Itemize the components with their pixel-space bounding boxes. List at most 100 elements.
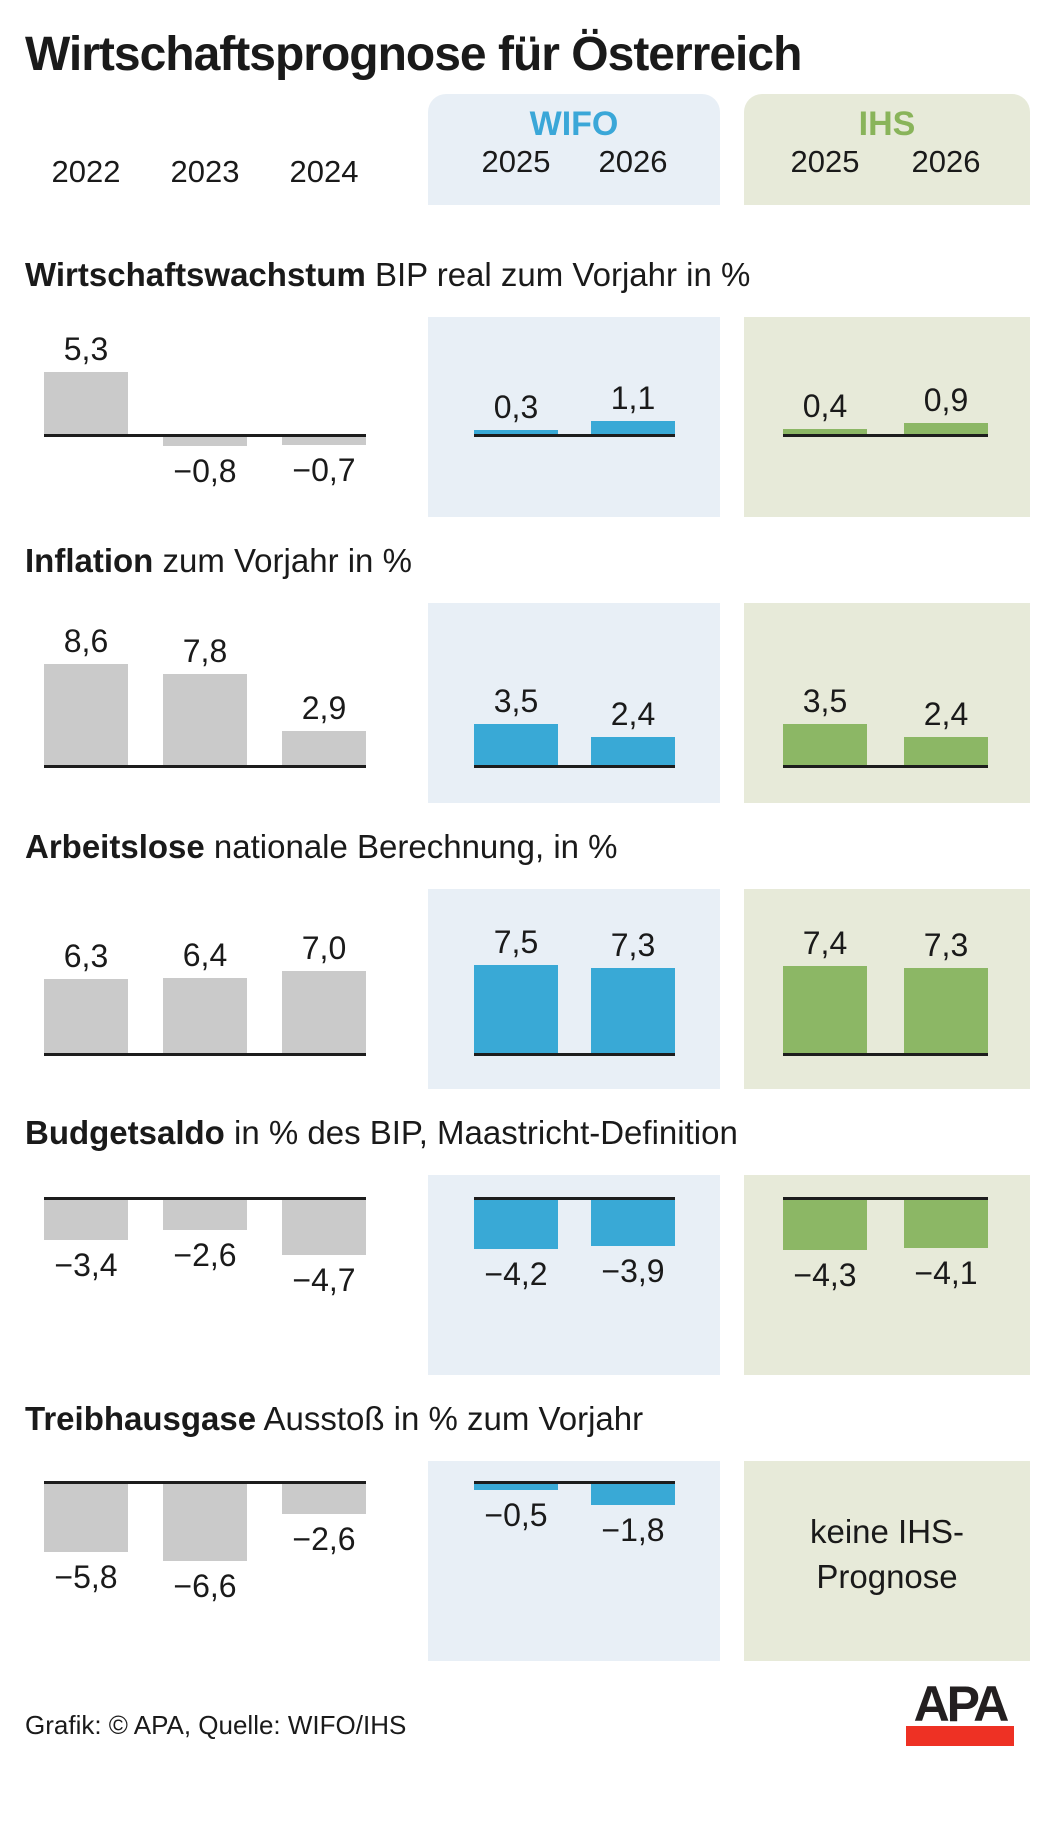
wifo-header-panel: WIFO 2025 2026 [428,94,720,205]
value-label: −0,5 [484,1497,548,1533]
ihs-bar [783,429,867,434]
bar-column-2025: 7,4 [783,889,867,1089]
wifo-chart-cell: 7,5 7,3 [428,889,720,1089]
history-bar [44,664,128,765]
chart-budgetsaldo: −3,4 −2,6 −4,7 −4,2 −3,9 [25,1175,1039,1375]
zero-baseline [44,765,366,768]
history-bar [44,1484,128,1552]
history-bar [282,731,366,765]
zero-baseline [474,1197,675,1200]
section-heading-arbeitslose: Arbeitslose nationale Berechnung, in % [25,829,1039,865]
bar-column-2023: −0,8 [163,317,247,517]
value-label: 0,9 [923,382,969,418]
page-title: Wirtschaftsprognose für Österreich [25,28,802,81]
value-label: 6,4 [182,937,228,973]
value-label: −4,1 [914,1255,978,1291]
history-bar [163,978,247,1053]
section-subtitle: in % des BIP, Maastricht-Definition [234,1114,738,1151]
zero-baseline [474,434,675,437]
value-label: −4,3 [793,1257,857,1293]
section-title: Treibhausgase [25,1400,257,1437]
ihs-label: IHS [858,105,916,143]
wifo-bar [474,430,558,434]
wifo-label: WIFO [529,105,619,143]
zero-baseline [783,1053,988,1056]
wifo-bar [474,724,558,765]
value-label: −2,6 [292,1521,356,1557]
value-label: 7,8 [182,633,228,669]
value-label: 5,3 [63,331,109,367]
value-label: −0,8 [173,453,237,489]
zero-baseline [474,765,675,768]
history-bar [163,1200,247,1230]
history-chart-cell: −3,4 −2,6 −4,7 [25,1175,370,1375]
ihs-chart-cell: 0,4 0,9 [744,317,1030,517]
section-title: Wirtschaftswachstum [25,256,366,293]
history-bar [163,674,247,765]
bar-column-2023: 6,4 [163,889,247,1089]
section-title: Budgetsaldo [25,1114,225,1151]
ihs-chart-cell: −4,3 −4,1 [744,1175,1030,1375]
value-label: −0,7 [292,452,356,488]
chart-treibhausgase: −5,8 −6,6 −2,6 −0,5 −1,8 [25,1461,1039,1661]
history-chart-cell: 8,6 7,8 2,9 [25,603,370,803]
ihs-bar [783,724,867,765]
bar-column-2026: 7,3 [904,889,988,1089]
year-label: 2023 [170,154,240,189]
chart-inflation: 8,6 7,8 2,9 3,5 2,4 [25,603,1039,803]
history-bar [282,1484,366,1514]
history-bar [44,372,128,434]
ihs-bar [904,737,988,765]
ihs-bar [783,966,867,1053]
ihs-years-row: 2025 2026 [744,144,1030,180]
year-label: 2026 [598,144,668,179]
bar-column-2025: −4,2 [474,1175,558,1375]
year-label: 2022 [51,154,121,189]
bar-column-2025: 0,3 [474,317,558,517]
wifo-bar [591,737,675,765]
ihs-chart-cell: 7,4 7,3 [744,889,1030,1089]
bar-column-2026: −4,1 [904,1175,988,1375]
history-bar [163,437,247,446]
history-chart-cell: 6,3 6,4 7,0 [25,889,370,1089]
apa-logo: APA [906,1679,1014,1746]
zero-baseline [44,1053,366,1056]
footer: Grafik: © APA, Quelle: WIFO/IHS APA [25,1679,1014,1746]
bar-column-2023: −6,6 [163,1461,247,1661]
ihs-bar [904,423,988,434]
history-bar [163,1484,247,1561]
value-label: 8,6 [63,623,109,659]
value-label: 3,5 [493,683,539,719]
year-label: 2024 [289,154,359,189]
ihs-chart-cell: 3,5 2,4 [744,603,1030,803]
year-label: 2025 [481,144,551,179]
value-label: −4,7 [292,1262,356,1298]
bar-column-2026: 1,1 [591,317,675,517]
bar-column-2025: 3,5 [783,603,867,803]
value-label: 3,5 [802,683,848,719]
ihs-no-forecast-cell: keine IHS- Prognose [744,1461,1030,1661]
wifo-bar [474,1200,558,1249]
bar-column-2024: −0,7 [282,317,366,517]
history-bar [282,1200,366,1255]
wifo-bar [474,1484,558,1490]
value-label: −6,6 [173,1568,237,1604]
zero-baseline [783,765,988,768]
value-label: 7,4 [802,925,848,961]
wifo-bar [474,965,558,1053]
wifo-chart-cell: −4,2 −3,9 [428,1175,720,1375]
bar-column-2026: 0,9 [904,317,988,517]
wifo-bar [591,1484,675,1505]
ihs-bar [783,1200,867,1250]
section-heading-wirtschaftswachstum: Wirtschaftswachstum BIP real zum Vorjahr… [25,257,1039,293]
bar-column-2022: −5,8 [44,1461,128,1661]
chart-wirtschaftswachstum: 5,3 −0,8 −0,7 0,3 1,1 [25,317,1039,517]
value-label: 0,4 [802,388,848,424]
bar-column-2022: 8,6 [44,603,128,803]
year-label: 2026 [911,144,981,179]
bar-column-2023: −2,6 [163,1175,247,1375]
wifo-chart-cell: 0,3 1,1 [428,317,720,517]
section-heading-budgetsaldo: Budgetsaldo in % des BIP, Maastricht-Def… [25,1115,1039,1151]
section-heading-inflation: Inflation zum Vorjahr in % [25,543,1039,579]
value-label: 7,0 [301,930,347,966]
